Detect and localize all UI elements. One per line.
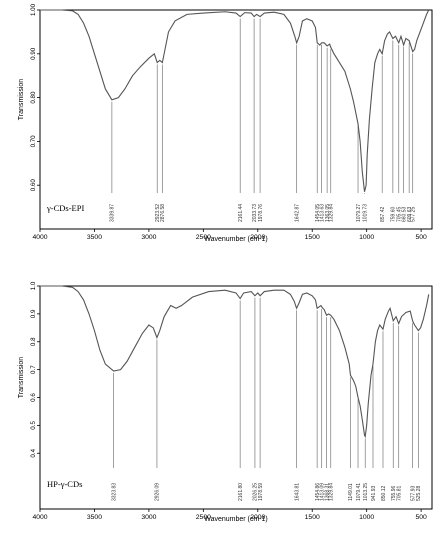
x-tick-label: 3000 xyxy=(141,514,156,521)
peak-label: 1019.73 xyxy=(362,204,368,222)
peak-label: 1079.27 xyxy=(356,204,362,222)
peak-label: 2033.73 xyxy=(252,204,258,222)
y-tick-label: 0.8 xyxy=(30,337,37,346)
peak-label: 1454.05 xyxy=(315,204,321,222)
x-tick-label: 500 xyxy=(415,514,427,521)
peak-markers: 3323.83 2926.09 2161.80 2026.25 1978.59 1643.… xyxy=(111,297,422,501)
peak-label: 2026.25 xyxy=(253,483,259,501)
x-axis: 4000 3500 3000 2500 2000 1500 1000 500 xyxy=(32,229,427,241)
y-tick-label: 0.60 xyxy=(30,179,37,192)
peak-label: 3339.87 xyxy=(110,204,116,222)
peak-label: 2926.09 xyxy=(155,483,161,501)
peak-label: 1079.41 xyxy=(356,483,362,501)
y-axis-label: Transmission xyxy=(18,357,25,398)
peak-label: 850.12 xyxy=(381,485,387,501)
peak-label: 1642.87 xyxy=(294,204,300,222)
y-tick-label: 0.6 xyxy=(30,393,37,402)
x-axis: 4000 3500 3000 2500 2000 1500 1000 500 xyxy=(32,509,427,521)
sample-label: γ-CDs-EPI xyxy=(46,203,84,213)
y-axis: 1.0 0.9 0.8 0.7 0.6 0.5 0.4 xyxy=(30,281,40,458)
y-tick-label: 0.5 xyxy=(30,421,37,430)
peak-label: 1363.05 xyxy=(325,204,331,222)
peak-label: 1413.09 xyxy=(319,483,325,501)
peak-label: 705.81 xyxy=(397,485,403,501)
peak-label: 1368.31 xyxy=(324,483,330,501)
x-tick-label: 3500 xyxy=(87,514,102,521)
peak-label: 1013.25 xyxy=(363,483,369,501)
peak-label: 2161.80 xyxy=(238,483,244,501)
y-tick-label: 0.80 xyxy=(30,91,37,104)
peak-label: 1643.81 xyxy=(294,483,300,501)
x-tick-label: 4000 xyxy=(32,234,47,241)
peak-label: 941.93 xyxy=(371,485,377,501)
peak-label: 2161.44 xyxy=(238,204,244,222)
x-tick-label: 2000 xyxy=(250,514,265,521)
peak-label: 755.96 xyxy=(391,485,397,501)
spectrum-line xyxy=(40,285,430,439)
x-tick-label: 4000 xyxy=(32,514,47,521)
x-tick-label: 1000 xyxy=(359,234,374,241)
peak-markers: 3339.87 2923.52 2876.58 2161.44 2033.73 1978.… xyxy=(110,18,416,222)
x-axis-label: Wavenumber (cm-1) xyxy=(204,516,268,523)
peak-label: 1978.59 xyxy=(258,483,264,501)
x-tick-label: 1500 xyxy=(305,514,320,521)
peak-label: 2876.58 xyxy=(160,204,166,222)
peak-label: 1978.76 xyxy=(258,204,264,222)
x-tick-label: 1500 xyxy=(305,234,320,241)
x-tick-label: 2500 xyxy=(196,514,211,521)
y-tick-label: 0.90 xyxy=(30,47,37,60)
peak-label: 1329.84 xyxy=(329,483,335,501)
peak-label: 577.93 xyxy=(410,485,416,501)
peak-label: 2923.52 xyxy=(155,204,161,222)
peak-label: 3323.83 xyxy=(111,483,117,501)
x-tick-label: 2500 xyxy=(196,234,211,241)
peak-label: 759.60 xyxy=(391,206,397,222)
x-tick-label: 3500 xyxy=(87,234,102,241)
spectrum-line xyxy=(40,9,430,192)
peak-label: 577.25 xyxy=(410,206,416,222)
peak-label: 1454.86 xyxy=(315,483,321,501)
peak-label: 705.45 xyxy=(397,206,403,222)
peak-label: 660.53 xyxy=(401,206,407,222)
x-tick-label: 1000 xyxy=(359,514,374,521)
y-tick-label: 0.70 xyxy=(30,135,37,148)
y-tick-label: 1.0 xyxy=(30,281,37,290)
peak-label: 857.42 xyxy=(380,206,386,222)
y-tick-label: 1.00 xyxy=(30,3,37,16)
peak-label: 609.63 xyxy=(407,206,413,222)
peak-label: 1329.84 xyxy=(329,204,335,222)
x-tick-label: 500 xyxy=(415,234,427,241)
sample-label: HP-γ-CDs xyxy=(47,479,82,489)
x-tick-label: 2000 xyxy=(250,234,265,241)
spectrum-panel-gamma-cds-epi: 1.00 0.90 0.80 0.70 0.60 4000 3500 3000 2500 200… xyxy=(18,3,433,243)
y-tick-label: 0.7 xyxy=(30,365,37,374)
y-tick-label: 0.4 xyxy=(30,448,37,457)
y-axis-label: Transmission xyxy=(18,79,25,120)
y-tick-label: 0.9 xyxy=(30,309,37,318)
x-tick-label: 3000 xyxy=(141,234,156,241)
peak-label: 1413.63 xyxy=(319,204,325,222)
plot-frame xyxy=(39,9,433,230)
peak-label: 1149.01 xyxy=(348,483,354,501)
y-axis: 1.00 0.90 0.80 0.70 0.60 xyxy=(30,3,40,191)
spectrum-panel-hp-gamma-cds: 1.0 0.9 0.8 0.7 0.6 0.5 0.4 4000 3500 3000 2500 20… xyxy=(18,281,433,523)
x-axis-label: Wavenumber (cm-1) xyxy=(204,236,268,243)
peak-label: 525.28 xyxy=(416,485,422,501)
